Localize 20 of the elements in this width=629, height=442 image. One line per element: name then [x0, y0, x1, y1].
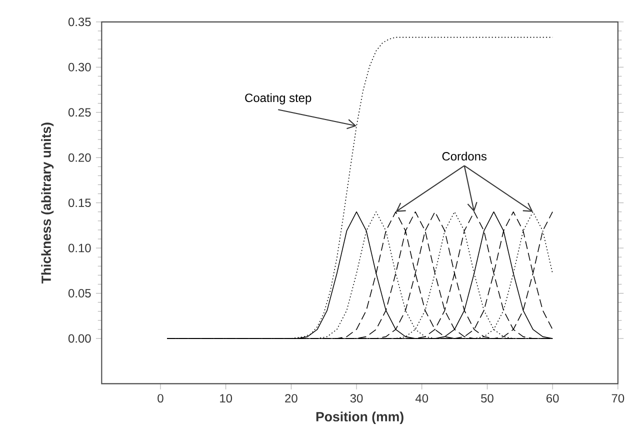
- x-tick-label: 0: [158, 394, 164, 403]
- y-tick-label: 0.30: [68, 63, 91, 72]
- x-tick-label: 70: [612, 394, 624, 403]
- x-tick-label: 40: [415, 394, 428, 403]
- x-tick-label: 20: [285, 394, 298, 403]
- x-tick-label: 50: [481, 394, 494, 403]
- y-tick-label: 0.25: [68, 108, 91, 117]
- y-tick-label: 0.20: [68, 154, 91, 162]
- y-tick-label: 0.15: [68, 198, 91, 208]
- y-tick-label: 0.35: [68, 18, 91, 26]
- x-tick-label: 30: [350, 394, 363, 403]
- y-axis-title: Thickness (abitrary units): [41, 122, 54, 284]
- y-tick-label: 0.05: [68, 289, 91, 298]
- x-tick-label: 10: [220, 394, 232, 403]
- x-tick-label: 60: [546, 394, 559, 403]
- y-tick-label: 0.00: [68, 334, 91, 343]
- annotation: Cordons: [442, 152, 487, 161]
- x-axis-title: Position (mm): [316, 412, 404, 424]
- annotation: Coating step: [245, 94, 312, 105]
- y-tick-label: 0.10: [68, 244, 91, 253]
